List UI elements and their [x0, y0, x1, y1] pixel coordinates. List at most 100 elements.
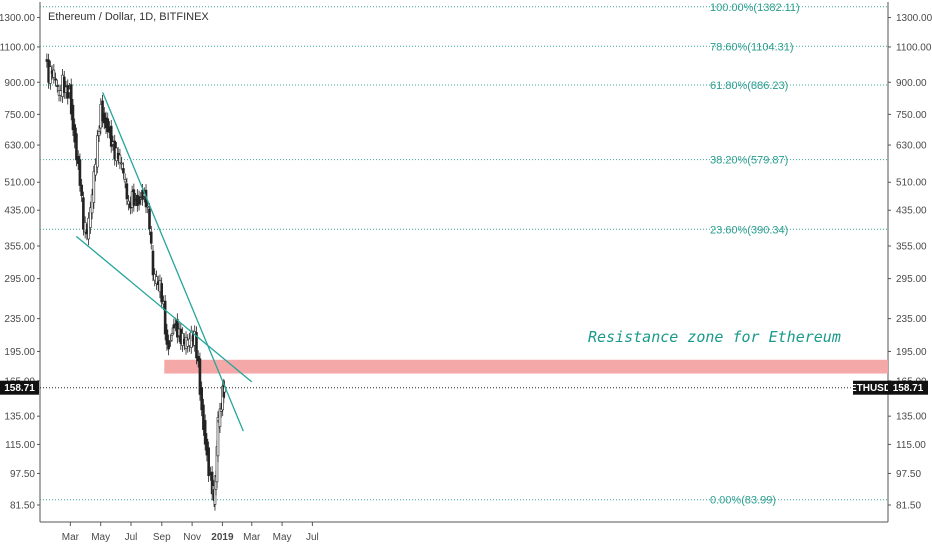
candle-body[interactable]: [132, 189, 136, 206]
x-tick-label: May: [91, 532, 110, 543]
candle-body[interactable]: [82, 197, 85, 230]
candle-body[interactable]: [56, 85, 59, 87]
y-tick-label-right: 115.00: [896, 440, 926, 451]
candle-body[interactable]: [163, 300, 167, 335]
fib-level-label: 61.80%(886.23): [710, 80, 788, 92]
candle-body[interactable]: [89, 207, 92, 228]
y-tick-label-right: 295.00: [896, 274, 927, 285]
candle-body[interactable]: [203, 420, 207, 445]
y-tick-label-left: 115.00: [5, 440, 35, 451]
y-tick-label-right: 195.00: [896, 347, 927, 358]
candle-body[interactable]: [122, 168, 125, 174]
y-tick-label-left: 435.00: [4, 206, 35, 217]
x-tick-label: Jul: [125, 532, 138, 543]
fib-level-label: 23.60%(390.34): [710, 224, 788, 236]
candle-body[interactable]: [146, 205, 150, 208]
resistance-annotation: Resistance zone for Ethereum: [588, 328, 841, 346]
resistance-zone[interactable]: [164, 359, 888, 374]
y-tick-label-right: 630.00: [896, 141, 927, 152]
y-tick-label-left: 135.00: [4, 412, 35, 423]
candle-body[interactable]: [123, 179, 127, 183]
candle-body[interactable]: [109, 125, 113, 147]
candle-body[interactable]: [149, 231, 153, 244]
y-tick-label-left: 81.50: [10, 501, 35, 512]
candle-body[interactable]: [202, 404, 205, 430]
y-tick-label-right: 355.00: [896, 242, 927, 253]
chart-title: Ethereum / Dollar, 1D, BITFINEX: [48, 11, 209, 23]
candle-body[interactable]: [73, 124, 77, 143]
candle-body[interactable]: [160, 283, 163, 303]
fib-level-label: 38.20%(579.87): [710, 155, 788, 167]
y-tick-label-left: 235.00: [4, 314, 35, 325]
y-tick-label-left: 1100.00: [0, 42, 35, 53]
candle-body[interactable]: [80, 184, 83, 197]
y-tick-label-right: 510.00: [896, 178, 927, 189]
candle-body[interactable]: [49, 66, 52, 84]
x-tick-label: May: [273, 532, 292, 543]
y-tick-label-left: 295.00: [4, 274, 35, 285]
candle-body[interactable]: [71, 104, 75, 131]
candle-body[interactable]: [52, 69, 56, 78]
candle-body[interactable]: [172, 324, 176, 329]
candle-body[interactable]: [219, 408, 223, 412]
y-tick-label-left: 630.00: [4, 141, 35, 152]
y-tick-label-right: 1300.00: [896, 13, 932, 24]
y-tick-label-right: 97.50: [896, 469, 921, 480]
candle-body[interactable]: [120, 162, 123, 165]
candle-body[interactable]: [97, 131, 101, 137]
y-tick-label-right: 135.00: [896, 412, 927, 423]
y-tick-label-left: 355.00: [4, 242, 35, 253]
candle-body[interactable]: [169, 340, 172, 342]
x-tick-label: Sep: [153, 532, 171, 543]
candle-body[interactable]: [195, 332, 198, 359]
candle-body[interactable]: [106, 118, 110, 133]
candle-body[interactable]: [200, 387, 203, 411]
candle-body[interactable]: [90, 194, 94, 214]
y-tick-label-right: 750.00: [896, 110, 927, 121]
candle-body[interactable]: [83, 222, 87, 233]
candle-body[interactable]: [118, 154, 122, 164]
candle-body[interactable]: [207, 447, 210, 477]
trendline[interactable]: [75, 235, 253, 383]
candle-body[interactable]: [92, 171, 96, 203]
x-tick-label: Mar: [243, 532, 261, 543]
trendline[interactable]: [102, 92, 244, 432]
candle-body[interactable]: [167, 340, 170, 350]
fib-level-label: 78.60%(1104.31): [710, 41, 794, 53]
candle-body[interactable]: [101, 100, 104, 122]
y-tick-label-left: 1300.00: [0, 13, 35, 24]
y-tick-label-right: 235.00: [896, 314, 927, 325]
candle-body[interactable]: [78, 159, 82, 186]
candle-body[interactable]: [205, 438, 209, 456]
current-price-tag-left: [0, 380, 39, 395]
y-tick-label-left: 510.00: [4, 178, 35, 189]
candle-body[interactable]: [96, 135, 99, 168]
candle-body[interactable]: [87, 217, 90, 240]
candle-body[interactable]: [165, 329, 169, 345]
y-tick-label-left: 97.50: [10, 469, 35, 480]
candle-body[interactable]: [198, 358, 202, 395]
candle-body[interactable]: [125, 183, 129, 200]
current-price-label-left: 158.71: [4, 383, 35, 394]
y-tick-label-left: 750.00: [4, 110, 35, 121]
candle-body[interactable]: [137, 196, 141, 205]
y-tick-label-right: 435.00: [896, 206, 927, 217]
x-tick-label: Mar: [62, 532, 80, 543]
candle-body[interactable]: [148, 208, 151, 229]
y-tick-label-left: 195.00: [4, 347, 35, 358]
candle-body[interactable]: [69, 84, 73, 115]
candle-body[interactable]: [62, 76, 66, 93]
candle-body[interactable]: [170, 333, 174, 336]
candle-body[interactable]: [75, 133, 78, 161]
symbol-label: ETHUSD: [850, 383, 891, 394]
candle-body[interactable]: [151, 250, 155, 276]
candle-body[interactable]: [155, 276, 158, 284]
y-tick-label-right: 1100.00: [896, 42, 932, 53]
candle-body[interactable]: [54, 78, 57, 81]
x-tick-label: 2019: [211, 532, 234, 543]
current-price-tag-right: [888, 380, 928, 395]
candle-body[interactable]: [94, 164, 97, 176]
candle-body[interactable]: [216, 417, 220, 457]
